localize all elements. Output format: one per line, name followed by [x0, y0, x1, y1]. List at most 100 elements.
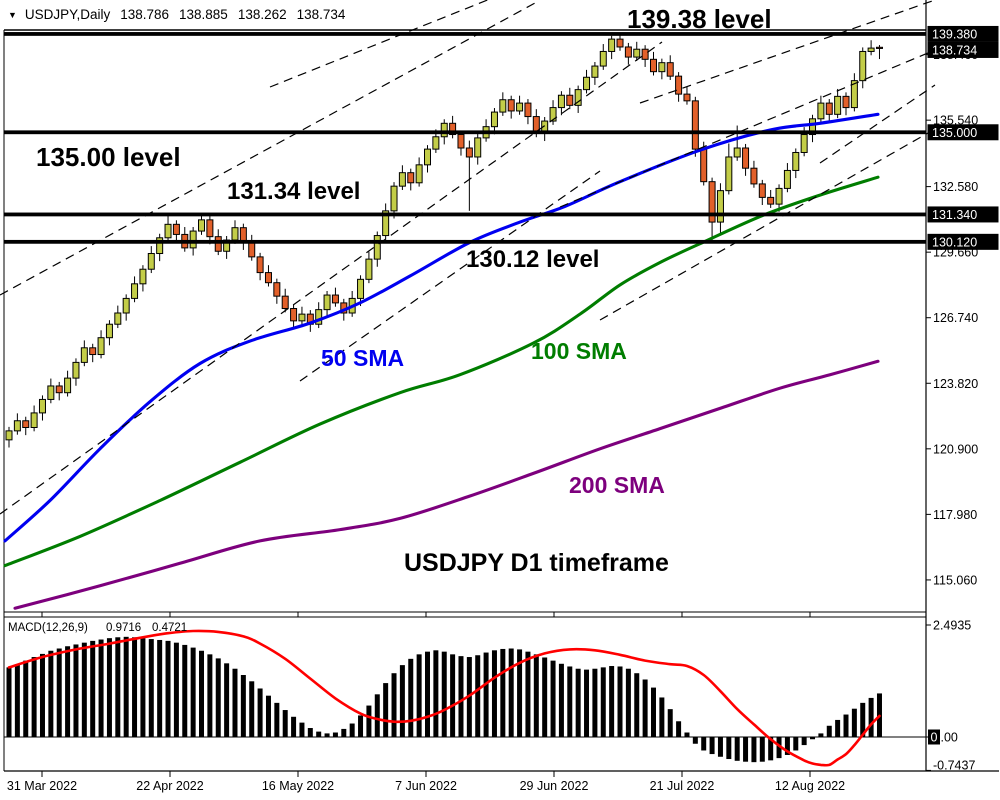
candle-bull [13, 420, 21, 432]
candle-bull [64, 377, 72, 394]
candle-bear [273, 282, 281, 297]
price-marker-label: 131.340 [932, 208, 977, 222]
macd-histogram-bar [157, 639, 163, 737]
macd-histogram-bar [642, 679, 648, 737]
macd-histogram-bar [257, 688, 263, 737]
candle-bear [842, 95, 850, 109]
macd-histogram-bar [684, 732, 690, 737]
titlebar: ▼ USDJPY,Daily 138.786 138.885 138.262 1… [8, 7, 345, 22]
candle-bull [398, 172, 406, 187]
macd-histogram-bar [391, 673, 397, 737]
candle-bear [55, 385, 63, 394]
macd-histogram-bar [65, 646, 71, 737]
macd-histogram-bar [584, 669, 590, 737]
symbol-dropdown-icon[interactable]: ▼ [8, 9, 17, 20]
sma-200-line [13, 359, 880, 610]
macd-histogram-bar [600, 667, 606, 737]
macd-histogram-bar [190, 647, 196, 737]
price-tick-label: 126.740 [933, 311, 978, 325]
macd-histogram-bar [517, 649, 523, 737]
price-marker-label: 139.380 [932, 28, 977, 42]
candle-bull [189, 230, 197, 249]
ohlc-high: 138.885 [179, 7, 228, 22]
candle-bear [649, 58, 657, 73]
macd-histogram-bar [567, 666, 573, 737]
macd-histogram-bar [734, 737, 740, 761]
macd-histogram-bar [500, 648, 506, 737]
macd-histogram-bar [450, 654, 456, 737]
macd-histogram-bar [374, 694, 380, 737]
macd-histogram-bar [274, 702, 280, 737]
candle-bull [357, 278, 365, 299]
macd-histogram-bar [6, 667, 12, 737]
macd-histogram-bar [491, 650, 497, 737]
macd-histogram-bar [366, 705, 372, 737]
macd-histogram-bar [358, 715, 364, 737]
macd-histogram-bar [249, 681, 255, 737]
price-marker-box [927, 25, 999, 42]
macd-histogram-bar [784, 737, 790, 755]
candles-layer [5, 33, 883, 448]
candle-bull [490, 111, 498, 128]
macd-histogram-bar [768, 737, 774, 761]
candle-bear [624, 46, 632, 58]
macd-histogram-bar [634, 673, 640, 737]
macd-histogram-bar [199, 650, 205, 737]
macd-histogram-bar [56, 648, 62, 737]
macd-zero-marker-box [928, 729, 940, 745]
candle-bear [750, 167, 758, 185]
macd-histogram-bar [717, 737, 723, 757]
macd-histogram-bar [182, 644, 188, 737]
macd-histogram-bar [148, 639, 154, 737]
macd-histogram-bar [751, 737, 757, 763]
candle-bull [122, 297, 130, 314]
candle-bull [783, 169, 791, 189]
date-label: 7 Jun 2022 [395, 779, 457, 793]
candle-bull [97, 337, 105, 356]
candle-bull [38, 398, 46, 414]
candle-bear [89, 347, 97, 356]
trendline-dashed [559, 49, 936, 208]
candle-bull [424, 148, 431, 166]
macd-histogram-bar [868, 697, 874, 737]
macd-histogram-bar [609, 666, 615, 737]
macd-histogram-bar [215, 658, 221, 737]
candle-bull [147, 253, 155, 270]
candle-bull [817, 102, 825, 120]
macd-histogram-bar [826, 725, 832, 737]
candle-bear [742, 147, 750, 169]
macd-histogram-bar [291, 716, 297, 737]
date-axis: 31 Mar 2022 22 Apr 2022 16 May 2022 7 Jun 2… [7, 779, 845, 793]
macd-histogram-bar [132, 637, 138, 737]
candle-bull [850, 80, 858, 109]
macd-histogram-bar [525, 651, 531, 737]
candle-bull [583, 76, 591, 91]
level-line [4, 130, 926, 135]
candle-bull [658, 62, 666, 73]
candle-bull [30, 412, 38, 428]
candle-bull [164, 223, 172, 239]
candle-bull [365, 258, 373, 280]
candle-bull [323, 294, 331, 311]
macd-histogram-bar [165, 640, 171, 737]
macd-histogram-bar [73, 644, 79, 737]
candle-bear [172, 223, 180, 235]
macd-histogram-bar [123, 636, 129, 737]
level-line [4, 212, 926, 217]
macd-histogram-bar [592, 668, 598, 737]
sma-50-line [3, 112, 880, 543]
candle-bull [474, 137, 482, 158]
candle-bull [633, 48, 641, 58]
trendline-dashed [819, 84, 936, 164]
macd-histogram-bar [425, 651, 430, 737]
candle-bull [315, 309, 323, 325]
candle-bull [5, 430, 13, 441]
price-tick-label: 117.980 [933, 508, 977, 522]
ohlc-low: 138.262 [237, 7, 287, 22]
macd-histogram-bar [416, 654, 422, 737]
price-tick-label: 132.580 [933, 180, 978, 194]
price-tick-label: 120.900 [933, 442, 978, 456]
price-marker-label: 130.120 [932, 236, 977, 250]
candle-bear [875, 46, 883, 49]
candle-bull [859, 50, 867, 82]
